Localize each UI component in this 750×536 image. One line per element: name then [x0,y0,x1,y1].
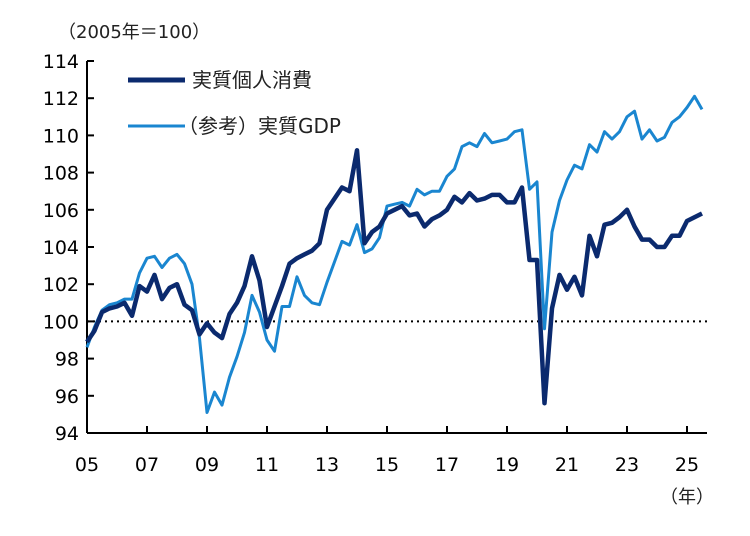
y-tick-label: 96 [55,386,79,408]
y-tick-label: 114 [43,51,79,73]
legend-label-consumption: 実質個人消費 [192,68,312,92]
x-tick-label: 13 [315,454,339,476]
y-tick-label: 104 [43,237,79,259]
x-tick-label: 21 [555,454,579,476]
y-axis: 94 96 98 100 102 104 106 108 110 112 114 [43,51,94,445]
y-tick-label: 102 [43,274,79,296]
x-tick-label: 15 [375,454,399,476]
x-tick-label: 17 [435,454,459,476]
y-tick-label: 108 [43,163,79,185]
y-tick-label: 94 [55,423,79,445]
x-tick-label: 05 [75,454,99,476]
y-tick-label: 110 [43,125,79,147]
x-tick-label: 09 [195,454,219,476]
x-tick-label: 11 [255,454,279,476]
unit-note: （2005年＝100） [58,22,210,43]
series-line-consumption [85,148,703,406]
x-tick-label: 07 [135,454,159,476]
series-lines [85,94,704,414]
y-tick-label: 112 [43,88,79,110]
x-unit-label: （年） [660,487,714,508]
legend-label-gdp: （参考）実質GDP [178,114,341,138]
y-tick-label: 98 [55,349,79,371]
x-tick-label: 23 [615,454,639,476]
series-line-gdp [85,94,704,414]
x-axis: 05 07 09 11 13 15 17 19 21 23 25 [75,426,707,476]
legend: 実質個人消費 （参考）実質GDP [128,68,341,138]
x-tick-label: 25 [675,454,699,476]
x-tick-label: 19 [495,454,519,476]
y-tick-label: 106 [43,200,79,222]
y-tick-label: 100 [43,311,79,333]
